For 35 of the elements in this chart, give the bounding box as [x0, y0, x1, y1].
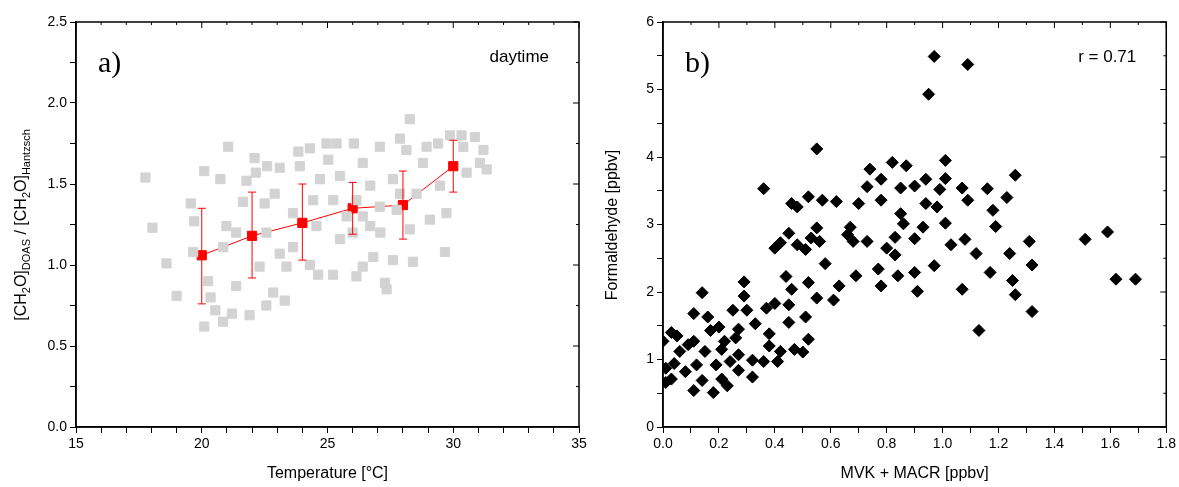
y-axis-title: Formaldehyde [ppbv]: [603, 149, 621, 301]
x-tick-label: 25: [319, 435, 336, 452]
x-tick-label: 15: [68, 435, 84, 452]
text: a): [98, 45, 122, 79]
y-tick-label: 5: [646, 80, 655, 97]
x-tick-label: 0.6: [821, 435, 841, 452]
y-tick-label: 0.0: [47, 417, 68, 434]
y-tick-label: 0: [646, 417, 655, 434]
x-tick-label: 1.4: [1044, 435, 1065, 452]
text: b): [685, 45, 710, 79]
x-tick-label: 0.8: [876, 435, 897, 452]
x-tick-label: 1.6: [1100, 435, 1121, 452]
x-tick-label: 1.2: [988, 435, 1009, 452]
y-tick-label: 2: [646, 282, 655, 299]
x-tick-label: 0.2: [709, 435, 729, 452]
x-tick-label: 20: [193, 435, 210, 452]
y-tick-label: 2.5: [47, 12, 68, 29]
x-tick-label: 35: [571, 435, 587, 452]
y-tick-label: 1.0: [47, 255, 68, 272]
y-tick-label: 3: [646, 215, 655, 232]
y-tick-label: 2.0: [47, 93, 68, 110]
x-tick-label: 1.0: [932, 435, 953, 452]
annotation: r = 0.71: [1078, 47, 1137, 66]
annotation: daytime: [489, 47, 549, 66]
x-tick-label: 30: [445, 435, 462, 452]
x-tick-label: 0.4: [765, 435, 785, 452]
x-axis-title: Temperature [°C]: [266, 463, 389, 481]
point: [297, 217, 308, 228]
y-tick-label: 4: [646, 147, 655, 164]
x-tick-label: 1.8: [1156, 435, 1177, 452]
y-tick-label: 0.5: [47, 336, 68, 353]
y-tick-label: 1: [646, 350, 655, 367]
y-tick-label: 6: [646, 12, 655, 29]
x-axis-title: MVK + MACR [ppbv]: [840, 463, 989, 481]
y-tick-label: 1.5: [47, 174, 68, 191]
